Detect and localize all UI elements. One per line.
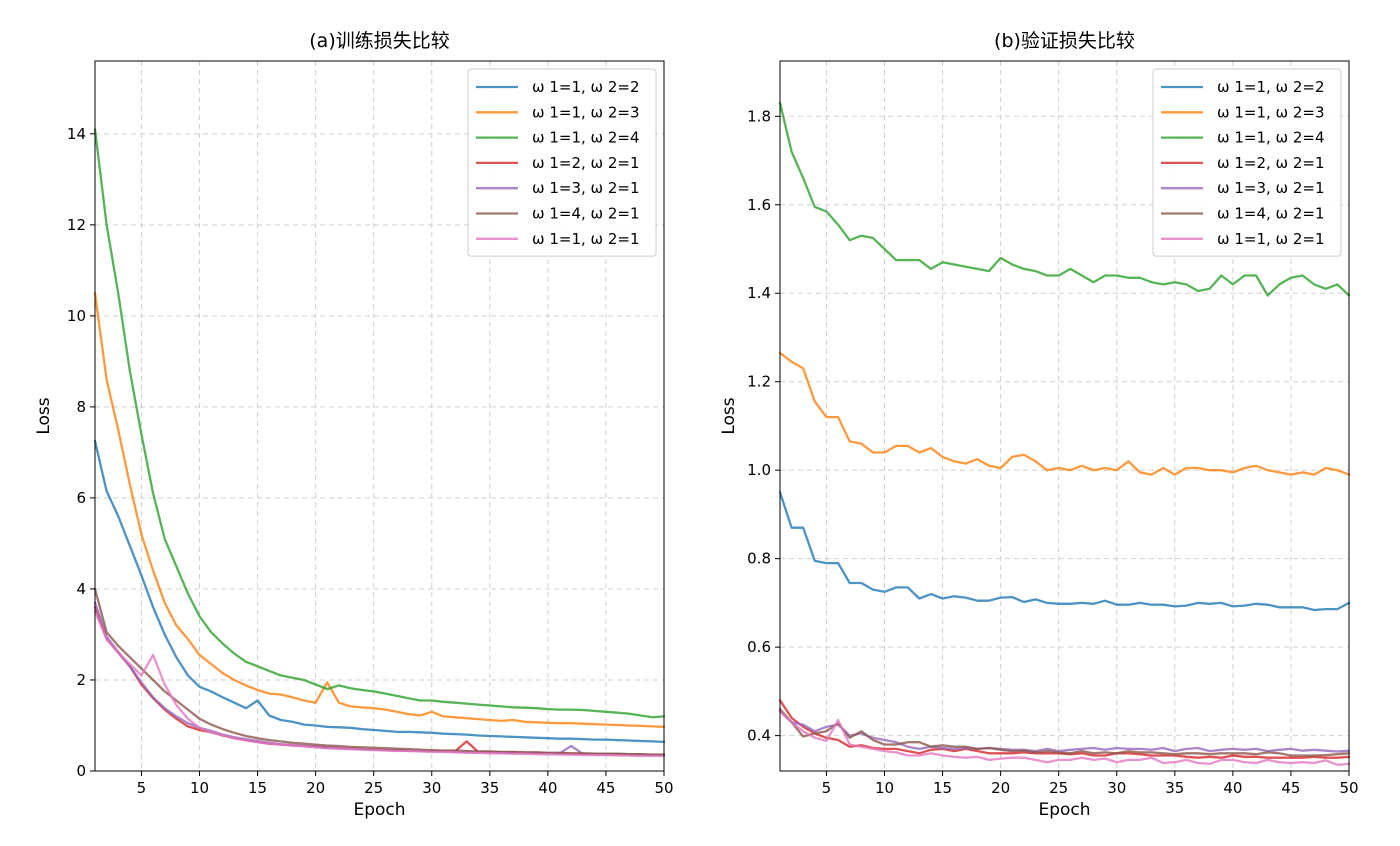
series-line-3	[778, 101, 1351, 297]
plot-frame	[779, 60, 1350, 772]
y-tick-label: 1.6	[747, 196, 771, 214]
x-tick-label: 15	[248, 779, 267, 797]
training-loss-panel: 5 10 15 20 25 30 35 40 45 50 0 2 4 6 8 10 12 14 (a)训练损失比较 E…	[34, 30, 674, 820]
legend-entry-label: ω 1=2, ω 2=1	[1217, 154, 1325, 172]
legend-entry-label: ω 1=2, ω 2=1	[532, 154, 640, 172]
x-tick-label: 50	[654, 779, 673, 797]
x-tick-label: 10	[875, 779, 894, 797]
y-tick-label: 0.4	[747, 727, 771, 745]
x-tick-label: 25	[364, 779, 383, 797]
series-group	[93, 128, 666, 758]
x-tick-label: 5	[137, 779, 147, 797]
x-axis-label: Epoch	[353, 800, 405, 820]
legend-entry-label: ω 1=1, ω 2=1	[1217, 230, 1325, 248]
x-tick-label: 35	[480, 779, 499, 797]
x-tick-label: 10	[190, 779, 209, 797]
legend-entry-label: ω 1=4, ω 2=1	[532, 205, 640, 223]
y-tick-label: 0.6	[747, 638, 771, 656]
x-tick-label: 20	[306, 779, 325, 797]
x-tick-label: 30	[422, 779, 441, 797]
x-tick-label: 25	[1049, 779, 1068, 797]
legend-entry-label: ω 1=1, ω 2=3	[532, 103, 640, 121]
validation-loss-panel: 5 10 15 20 25 30 35 40 45 50 0.4 0.6 0.8 1.0 1.2 1.4 1.6…	[719, 30, 1359, 820]
series-line-2	[93, 291, 666, 729]
legend-entry-label: ω 1=1, ω 2=4	[1217, 129, 1325, 147]
y-tick-label: 1.0	[747, 461, 771, 479]
series-line-2	[778, 351, 1351, 476]
x-tick-label: 40	[538, 779, 557, 797]
series-line-5	[93, 601, 666, 756]
chart-title: (b)验证损失比较	[994, 30, 1135, 52]
plot-frame	[94, 60, 665, 772]
series-line-6	[93, 587, 666, 756]
y-tick-label: 12	[67, 216, 86, 234]
y-tick-label: 0.8	[747, 550, 771, 568]
y-tick-label: 1.4	[747, 284, 771, 302]
y-tick-label: 1.8	[747, 107, 771, 125]
y-axis-label: Loss	[719, 397, 739, 434]
series-line-6	[778, 707, 1351, 757]
x-tick-label: 35	[1165, 779, 1184, 797]
y-tick-label: 6	[76, 489, 86, 507]
legend-box	[467, 68, 657, 257]
legend-entry-label: ω 1=1, ω 2=1	[532, 230, 640, 248]
legend-entry-label: ω 1=1, ω 2=3	[1217, 103, 1325, 121]
x-axis-label: Epoch	[1038, 800, 1090, 820]
x-tick-label: 45	[596, 779, 615, 797]
legend-entry-label: ω 1=1, ω 2=4	[532, 129, 640, 147]
chart-title: (a)训练损失比较	[309, 30, 449, 52]
legend-box	[1152, 68, 1342, 257]
y-tick-label: 2	[76, 671, 86, 689]
series-line-4	[778, 699, 1351, 759]
y-tick-label: 8	[76, 398, 86, 416]
x-tick-label: 5	[822, 779, 832, 797]
y-tick-label: 10	[67, 307, 86, 325]
series-line-7	[778, 710, 1351, 766]
legend: ω 1=1, ω 2=2 ω 1=1, ω 2=3 ω 1=1, ω 2=4 ω 1=…	[1152, 68, 1342, 257]
y-tick-label: 0	[76, 762, 86, 780]
series-line-5	[778, 710, 1351, 753]
series-line-3	[93, 128, 666, 719]
x-tick-label: 40	[1223, 779, 1242, 797]
series-line-7	[93, 610, 666, 758]
legend: ω 1=1, ω 2=2 ω 1=1, ω 2=3 ω 1=1, ω 2=4 ω 1=…	[467, 68, 657, 257]
legend-entry-label: ω 1=4, ω 2=1	[1217, 205, 1325, 223]
y-tick-label: 1.2	[747, 373, 771, 391]
x-tick-label: 15	[933, 779, 952, 797]
x-tick-label: 20	[991, 779, 1010, 797]
series-line-1	[778, 491, 1351, 612]
legend-entry-label: ω 1=1, ω 2=2	[1217, 78, 1325, 96]
y-tick-label: 4	[76, 580, 86, 598]
legend-entry-label: ω 1=3, ω 2=1	[1217, 179, 1325, 197]
x-tick-label: 30	[1107, 779, 1126, 797]
y-axis-label: Loss	[34, 397, 54, 434]
legend-entry-label: ω 1=3, ω 2=1	[532, 179, 640, 197]
legend-entry-label: ω 1=1, ω 2=2	[532, 78, 640, 96]
x-tick-label: 45	[1281, 779, 1300, 797]
series-line-1	[93, 439, 666, 744]
x-tick-label: 50	[1339, 779, 1358, 797]
series-group	[778, 101, 1351, 766]
y-tick-label: 14	[67, 125, 86, 143]
